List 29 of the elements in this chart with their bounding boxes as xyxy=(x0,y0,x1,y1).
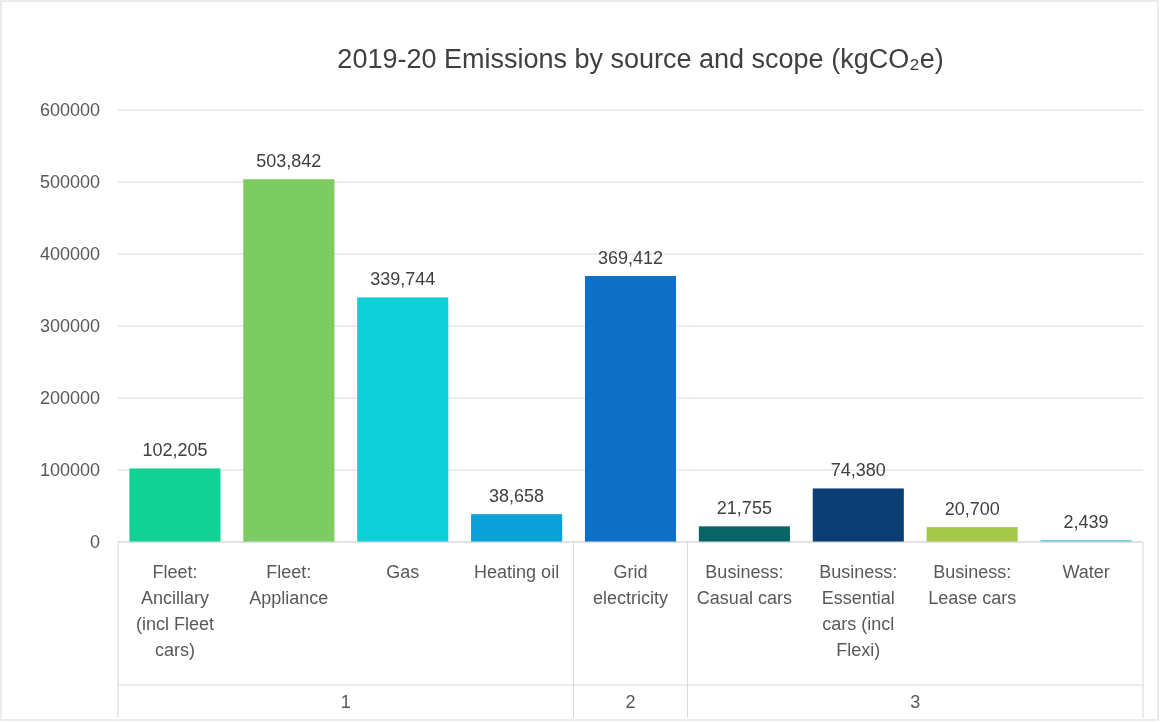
x-tick-label: Fleet: Ancillary (incl Fleet cars) xyxy=(135,562,214,660)
x-tick-label: Gas xyxy=(386,562,420,582)
chart-title: 2019-20 Emissions by source and scope (kgCO₂e) xyxy=(337,44,944,74)
y-tick-label: 400000 xyxy=(39,244,100,265)
text: 3 xyxy=(910,692,921,712)
data-label: 369,412 xyxy=(597,248,664,269)
x-tick-label: Business: Essential cars (incl Flexi) xyxy=(819,562,898,660)
data-label: 503,842 xyxy=(256,151,322,172)
x-tick-label: Business: Casual cars xyxy=(696,562,792,608)
y-tick-label: 0 xyxy=(89,532,100,553)
x-tick-label: Heating oil xyxy=(474,562,560,582)
data-label: 339,744 xyxy=(370,269,436,290)
data-label: 38,658 xyxy=(489,486,545,507)
y-tick-label: 200000 xyxy=(39,388,100,409)
data-label: 2,439 xyxy=(1063,512,1109,533)
data-label: 102,205 xyxy=(142,440,208,461)
data-label: 20,700 xyxy=(944,499,1000,520)
text: 1 xyxy=(340,692,351,712)
x-tick-label: Fleet: Appliance xyxy=(249,562,329,608)
y-tick-label: 600000 xyxy=(39,100,100,121)
y-tick-label: 500000 xyxy=(39,172,100,193)
x-tick-label: Business: Lease cars xyxy=(928,562,1017,608)
data-label: 21,755 xyxy=(716,498,772,519)
text: 2 xyxy=(625,692,636,712)
x-tick-label: Water xyxy=(1062,562,1110,582)
x-tick-label: Grid electricity xyxy=(592,562,669,608)
data-label: 74,380 xyxy=(830,460,886,481)
y-tick-label: 100000 xyxy=(39,460,100,481)
y-tick-label: 300000 xyxy=(39,316,100,337)
